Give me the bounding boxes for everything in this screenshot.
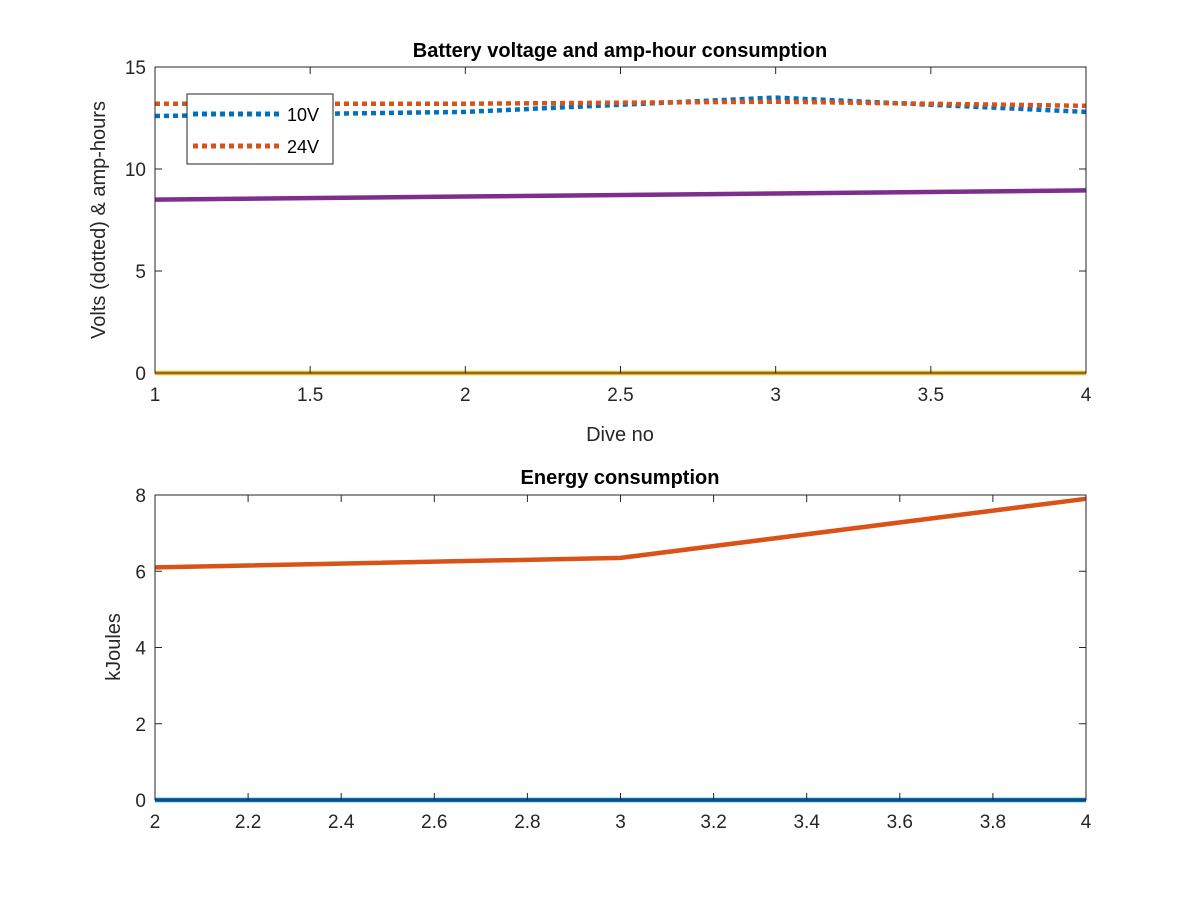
x-tick-label: 1	[150, 385, 161, 406]
x-tick-label: 3.5	[918, 385, 944, 406]
y-axis-label: Volts (dotted) & amp-hours	[88, 101, 110, 339]
legend: 10V 24V	[186, 93, 334, 165]
x-tick-label: 2.6	[421, 812, 447, 833]
y-tick-label: 15	[125, 58, 146, 79]
y-tick-label: 0	[135, 791, 146, 812]
x-tick-label: 2.4	[328, 812, 355, 833]
chart-title: Energy consumption	[521, 467, 720, 489]
axes-box	[154, 494, 1087, 801]
x-tick-label: 2.5	[607, 385, 633, 406]
series-line-4	[154, 188, 1087, 202]
x-tick-label: 2.8	[514, 812, 540, 833]
legend-label-24v: 24V	[287, 137, 319, 157]
x-tick-label: 2	[150, 812, 161, 833]
x-tick-label: 2.2	[235, 812, 261, 833]
x-tick-label: 3.2	[700, 812, 726, 833]
y-tick-label: 0	[135, 364, 146, 385]
y-tick-label: 8	[135, 486, 146, 507]
x-tick-label: 3.6	[887, 812, 913, 833]
y-tick-label: 6	[135, 562, 146, 583]
x-tick-label: 4	[1081, 812, 1092, 833]
legend-label-10v: 10V	[287, 105, 319, 125]
voltage-amp-hour-chart: Battery voltage and amp-hour consumption…	[88, 40, 1092, 446]
x-tick-label: 4	[1081, 385, 1092, 406]
series-line-2	[154, 496, 1087, 570]
y-tick-label: 5	[135, 262, 146, 283]
x-axis-label: Dive no	[586, 424, 654, 446]
axes-box	[154, 66, 1087, 374]
y-tick-label: 2	[135, 715, 146, 736]
energy-consumption-chart: Energy consumption 2 2.2 2.4 2.6 2.8 3 3.2 3.4 3…	[103, 467, 1092, 833]
y-tick-label: 4	[135, 639, 146, 660]
chart-title: Battery voltage and amp-hour consumption	[413, 40, 827, 62]
x-tick-label: 3.8	[980, 812, 1006, 833]
x-tick-label: 1.5	[297, 385, 323, 406]
x-tick-label: 3	[615, 812, 626, 833]
y-axis-label: kJoules	[103, 613, 125, 681]
axis-ticks: 1 1.5 2 2.5 3 3.5 4 0 5 10 15	[125, 58, 1092, 406]
y-tick-label: 10	[125, 160, 146, 181]
x-tick-label: 3.4	[793, 812, 820, 833]
x-tick-label: 2	[460, 385, 471, 406]
legend-box	[186, 93, 334, 165]
x-tick-label: 3	[770, 385, 781, 406]
